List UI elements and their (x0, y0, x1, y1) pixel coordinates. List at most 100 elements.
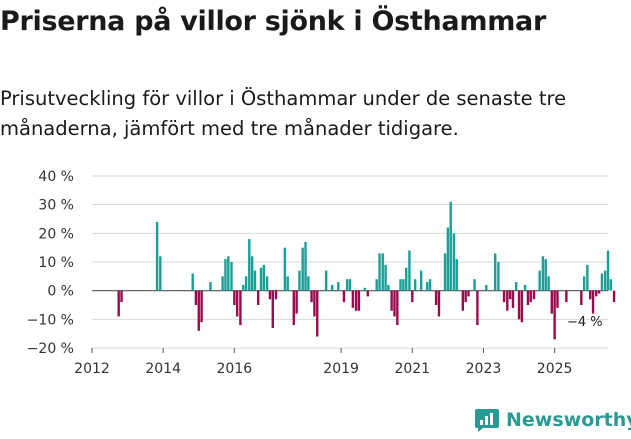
bar (200, 290, 203, 323)
y-tick-label: −20 % (27, 341, 74, 357)
bar (286, 276, 289, 291)
bar (396, 290, 399, 326)
bar (363, 287, 367, 291)
bar (547, 276, 550, 291)
bar (550, 290, 553, 314)
bar (378, 253, 381, 291)
bar (384, 264, 387, 291)
x-tick-label: 2025 (537, 361, 573, 377)
latest-value-label: −4 % (567, 315, 603, 330)
bar (508, 290, 512, 300)
bar (402, 279, 405, 291)
chart-gridlines (92, 175, 608, 349)
bar (357, 290, 361, 311)
x-tick-label: 2023 (466, 361, 502, 377)
bar (556, 290, 559, 308)
bar (292, 290, 295, 326)
bar (437, 290, 441, 317)
bar (298, 270, 301, 291)
bar (324, 270, 328, 291)
bar (606, 250, 610, 291)
bar (582, 276, 586, 291)
bar (586, 264, 589, 291)
bar (256, 290, 260, 305)
bar (502, 290, 506, 303)
bar (242, 284, 245, 291)
bar (117, 290, 120, 317)
bar (523, 284, 527, 291)
bar (224, 259, 227, 291)
bar (393, 290, 396, 317)
bar (589, 290, 592, 300)
bar (405, 267, 408, 291)
y-tick-label: 30 % (38, 198, 74, 214)
bar (313, 290, 316, 317)
bar (274, 290, 278, 300)
bar (612, 290, 616, 303)
bar (381, 253, 384, 291)
bar (239, 290, 242, 326)
bar (464, 290, 467, 303)
bar (434, 290, 438, 305)
bar (597, 290, 601, 294)
y-axis: −20 % −10 % 0 % 10 % 20 % 30 % 40 % (27, 169, 74, 357)
bar (354, 290, 358, 311)
bar (455, 259, 458, 291)
x-tick-label: 2019 (323, 361, 359, 377)
brand-name: Newsworthy (506, 409, 631, 431)
bar (473, 279, 476, 291)
bar (159, 256, 162, 291)
y-tick-label: 20 % (38, 226, 74, 242)
y-tick-label: −10 % (27, 312, 74, 328)
bar (413, 279, 417, 291)
bar (235, 290, 239, 317)
x-tick-label: 2021 (394, 361, 430, 377)
bar (603, 270, 607, 291)
newsworthy-logo-icon (475, 409, 499, 432)
bar (331, 284, 334, 291)
bar (265, 276, 269, 291)
newsworthy-logo: Newsworthy (474, 407, 631, 433)
x-tick-label: 2014 (145, 361, 181, 377)
page-title: Priserna på villor sjönk i Östhammar (0, 6, 546, 37)
bar (399, 279, 402, 291)
bar (233, 290, 236, 305)
bar (419, 270, 423, 291)
bar (476, 290, 479, 326)
bar (428, 279, 432, 291)
bar (526, 290, 530, 305)
bar (337, 282, 340, 291)
bar (310, 290, 313, 303)
chart-bars (117, 201, 616, 340)
price-change-chart: −20 %−10 %0 %10 %20 %30 %40 % 2012 2014 20… (27, 169, 616, 377)
bar (595, 290, 598, 297)
bar (250, 256, 254, 291)
bar (221, 276, 224, 291)
bar (553, 290, 556, 340)
bar (262, 264, 266, 291)
bar (506, 290, 509, 311)
bar (497, 262, 500, 291)
bar (411, 290, 414, 303)
bar (591, 290, 595, 314)
bar (493, 253, 497, 291)
bar (120, 290, 123, 303)
bar (348, 279, 352, 291)
bar (375, 279, 378, 291)
bar (342, 290, 346, 303)
bar (316, 290, 319, 337)
bar (244, 276, 248, 291)
bar (366, 290, 369, 297)
bar (304, 241, 307, 291)
bar (520, 290, 524, 323)
bar (227, 256, 230, 291)
bar (446, 227, 450, 291)
bar (230, 262, 233, 291)
bar (529, 290, 532, 303)
x-tick-label: 2016 (217, 361, 253, 377)
bar (283, 247, 287, 291)
bar (449, 201, 452, 291)
bar (351, 290, 355, 308)
bar (301, 247, 304, 291)
bar (191, 273, 194, 291)
